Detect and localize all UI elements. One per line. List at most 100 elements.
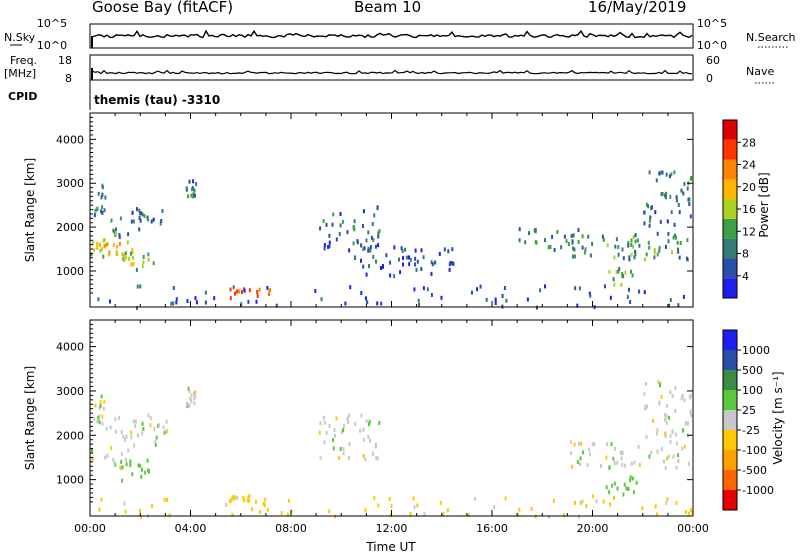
velocity-cell (118, 415, 121, 420)
velocity-cell (91, 456, 94, 461)
power-cell (613, 282, 616, 287)
velocity-cell (364, 457, 367, 462)
velocity-cell (348, 442, 351, 447)
velocity-cb-tick-label: 500 (742, 364, 763, 377)
power-cell (686, 186, 689, 191)
velocity-cell (325, 431, 328, 436)
nave-tick-bottom: 0 (706, 72, 713, 85)
power-cell (409, 257, 412, 262)
velocity-cell (362, 427, 365, 432)
velocity-cell (263, 503, 266, 508)
power-cell (556, 229, 559, 234)
power-colorbar-band (723, 278, 737, 298)
power-cell (99, 248, 102, 253)
power-cell (375, 259, 377, 264)
velocity-cell (664, 431, 667, 436)
power-cell (503, 286, 506, 290)
velocity-cell (141, 467, 144, 472)
power-cell (325, 222, 328, 227)
power-cell (389, 273, 392, 278)
power-cell (380, 301, 383, 306)
velocity-cell (687, 461, 690, 466)
power-cell (602, 237, 605, 242)
power-cell (628, 257, 631, 262)
power-cell (678, 210, 681, 215)
velocity-cell (132, 419, 135, 424)
x-axis-label: Time UT (365, 540, 416, 554)
power-cell (673, 222, 676, 227)
power-cell (115, 231, 117, 236)
power-cell (644, 257, 646, 262)
ytick-label: 3000 (56, 385, 84, 398)
power-cell (204, 290, 207, 295)
velocity-cell (658, 401, 661, 406)
velocity-cell (139, 508, 141, 513)
power-cell (103, 244, 106, 249)
velocity-cell (194, 393, 197, 398)
velocity-cell (236, 496, 239, 501)
power-cell (160, 219, 163, 223)
power-cell (255, 299, 258, 304)
velocity-cell (669, 434, 672, 439)
power-cell (138, 227, 141, 232)
velocity-cell (114, 429, 117, 434)
nsearch-label: N.Search (746, 31, 796, 44)
velocity-cell (677, 453, 680, 458)
velocity-cell (162, 425, 165, 430)
power-cell (363, 246, 366, 251)
ytick-label: 2000 (56, 221, 84, 234)
velocity-cell (228, 499, 231, 504)
velocity-cell (675, 441, 678, 446)
freq-unit: [MHz] (4, 67, 36, 80)
power-cell (630, 243, 633, 247)
velocity-cell (91, 448, 93, 453)
power-cell (624, 270, 627, 275)
freq-tick-bottom: 8 (65, 72, 72, 85)
velocity-cell (328, 509, 331, 514)
beam-title: Beam 10 (354, 0, 422, 16)
power-cell (105, 242, 107, 247)
power-cell (110, 218, 113, 223)
power-cell (676, 240, 679, 245)
velocity-cell (154, 443, 157, 447)
power-cell (560, 245, 563, 250)
power-cell (401, 248, 404, 253)
velocity-cell (97, 415, 100, 420)
velocity-cell (591, 442, 594, 447)
power-cell (539, 288, 542, 293)
velocity-colorbar-label: Velocity [m s⁻¹] (771, 371, 785, 464)
power-cell (353, 227, 356, 232)
power-cell (376, 206, 379, 211)
velocity-cell (124, 509, 127, 514)
velocity-cell (246, 498, 249, 503)
power-cell (102, 238, 105, 243)
velocity-cell (323, 420, 326, 425)
power-cell (494, 301, 497, 305)
velocity-cell (140, 515, 142, 519)
velocity-cell (646, 404, 648, 409)
velocity-cell (605, 442, 608, 447)
xtick-label: 04:00 (175, 522, 207, 535)
power-cell (236, 289, 238, 294)
power-cell (653, 250, 656, 255)
velocity-cell (685, 509, 687, 514)
power-cell (677, 203, 680, 207)
velocity-cell (144, 470, 147, 475)
power-cell (420, 267, 423, 271)
velocity-cell (136, 433, 139, 438)
power-cell (237, 289, 240, 294)
power-cell (314, 289, 317, 293)
power-cell (193, 188, 196, 193)
power-cell (186, 299, 189, 303)
velocity-cell (248, 494, 251, 499)
power-cell (451, 247, 454, 252)
power-cell (322, 219, 325, 224)
power-cb-tick-label: 4 (742, 270, 749, 283)
velocity-cell (605, 455, 608, 460)
velocity-cell (570, 451, 573, 456)
velocity-cell (225, 503, 227, 507)
velocity-cell (368, 422, 370, 427)
velocity-cell (98, 507, 101, 512)
power-cell (116, 244, 118, 249)
power-cell (344, 301, 347, 306)
